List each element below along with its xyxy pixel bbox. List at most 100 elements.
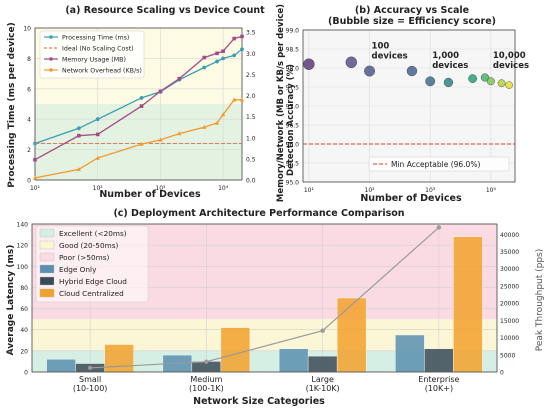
panel-a-legend-marker	[49, 57, 53, 61]
panel-c-throughput-point	[87, 365, 93, 371]
panel-a-ytick-left: 6	[27, 86, 31, 93]
panel-c-legend	[35, 225, 149, 303]
panel-c-ytick-right: 10000	[500, 335, 519, 342]
panel-c-xtick: (1K-10K)	[306, 384, 340, 393]
panel-a-point	[32, 175, 38, 180]
panel-b-annotation: devices	[493, 61, 529, 71]
panel-a-point	[177, 131, 182, 136]
panel-a-ylabel-right: Memory/Network (MB or KB/s per device)	[276, 4, 286, 202]
panel-c-ytick-left: 120	[17, 243, 29, 250]
panel-c-ytick-right: 20000	[500, 301, 519, 308]
panel-c-throughput-point	[320, 328, 325, 333]
panel-b-ytick: 97.5	[286, 85, 300, 92]
panel-a-legend-marker	[49, 35, 53, 39]
panel-c-xtick: Enterprise	[418, 375, 459, 384]
panel-c-ytick-right: 5000	[500, 352, 515, 359]
panel-a-legend-label: Memory Usage (MB)	[62, 56, 126, 63]
panel-b-xtick: 10³	[425, 187, 436, 194]
panel-a-point	[220, 112, 226, 117]
panel-b-legend	[368, 156, 510, 172]
panel-a-point	[139, 104, 144, 108]
panel-a-ytick-left: 4	[27, 117, 31, 124]
panel-a-xtick: 10²	[93, 185, 104, 192]
panel-a-legend	[39, 30, 145, 79]
panel-a-point	[202, 124, 207, 129]
panel-c-legend-label: Cloud Centralized	[59, 289, 124, 298]
panel-c-ytick-left: 140	[17, 222, 29, 229]
panel-b-annotation: 1,000	[432, 51, 459, 61]
panel-a-point	[232, 36, 236, 41]
panel-a-plot: 0 2 4 6 8 10 0.0 0.5 1.0 1.5 2.0 2.5 3.0 3.5 10¹ 10² 10³…	[23, 26, 255, 193]
panel-b-bubble	[480, 73, 490, 82]
panel-b-ytick: 96.0	[286, 142, 300, 149]
panel-a-point	[202, 55, 207, 60]
panel-a-point	[139, 96, 144, 100]
panel-c-legend-label: Poor (>50ms)	[59, 253, 110, 262]
panel-b-ytick: 98.0	[286, 66, 300, 73]
panel-b-bubble	[425, 76, 436, 87]
panel-c-legend-swatch	[39, 252, 55, 262]
panel-b-bubble	[505, 81, 513, 89]
panel-c-bar	[104, 344, 134, 373]
panel-c-ytick-right: 35000	[500, 249, 519, 256]
panel-a-xtick: 10⁴	[218, 185, 229, 192]
panel-c-plot: 0 20 40 60 80 100 120 140 0 5000 10000 15000 20000 25…	[17, 222, 520, 394]
panel-a-point	[240, 47, 244, 52]
panel-b-annotation: devices	[372, 51, 408, 61]
panel-c-band-0	[32, 350, 497, 372]
panel-b-bubble	[468, 74, 477, 83]
panel-b-ylabel: Detection Accuracy (%)	[286, 64, 296, 176]
panel-c-legend-swatch	[39, 240, 55, 250]
panel-a-ytick-right: 0.5	[246, 156, 256, 163]
panel-a-ytick-left: 2	[27, 147, 31, 154]
panel-a-ytick-left: 0	[27, 178, 31, 185]
panel-b-ytick: 96.5	[286, 123, 300, 130]
panel-b-annotation: 10,000	[493, 51, 526, 61]
panel-a-point	[158, 137, 163, 142]
panel-c-throughput-line	[90, 226, 440, 369]
panel-c-frame	[31, 223, 498, 373]
panel-c-throughput-point	[204, 359, 209, 364]
panel-c-ytick-left: 60	[20, 306, 28, 313]
panel-b-plot: 95.0 95.5 96.0 96.5 97.0 97.5 98.0 98.5 99.0 10¹ 1…	[286, 28, 529, 195]
panel-c-bar	[307, 355, 338, 373]
panel-a-ytick-right: 3.0	[246, 51, 256, 58]
panel-a: (a) Resource Scaling vs Device Count 0 2 4…	[7, 4, 286, 202]
panel-a-point	[76, 167, 82, 172]
panel-a-point	[95, 132, 100, 137]
panel-a-ylabel-left: Processing Time (ms per device)	[7, 22, 17, 187]
panel-b-legend-label: Min Acceptable (96.0%)	[391, 160, 480, 169]
panel-a-point	[240, 34, 244, 39]
panel-a-point	[95, 155, 100, 160]
panel-a-point	[214, 120, 220, 125]
panel-a-point	[239, 97, 245, 102]
panel-a-point	[95, 117, 100, 122]
panel-c-xtick: (10-100)	[73, 384, 108, 393]
panel-c-legend-swatch	[39, 228, 55, 238]
panel-c-bar	[46, 359, 76, 373]
panel-c-ytick-left: 40	[20, 327, 28, 334]
panel-a-xtick: 10¹	[30, 185, 41, 192]
panel-a-ytick-right: 1.0	[246, 135, 256, 142]
panel-b-ytick: 95.0	[286, 180, 300, 187]
panel-a-point	[221, 49, 225, 54]
panel-c-ytick-left: 80	[20, 285, 28, 292]
panel-c-ytick-right: 15000	[500, 318, 519, 325]
panel-a-band-0	[35, 104, 242, 180]
panel-c-ytick-right: 0	[500, 370, 504, 377]
panel-a-point	[33, 157, 37, 162]
panel-c-ylabel-left: Average Latency (ms)	[6, 245, 16, 356]
panel-c-title: (c) Deployment Architecture Performance …	[113, 208, 404, 219]
panel-a-legend-label: Ideal (No Scaling Cost)	[62, 45, 134, 52]
panel-a-point	[76, 126, 81, 131]
panel-c-throughput-point	[436, 225, 442, 230]
panel-c-xtick: Small	[79, 375, 101, 384]
panel-a-ytick-right: 0.0	[246, 178, 256, 185]
panel-b-ytick: 97.0	[286, 104, 300, 111]
panel-b: (b) Accuracy vs Scale (Bubble size = Eff…	[286, 5, 529, 204]
panel-a-title: (a) Resource Scaling vs Device Count	[65, 5, 265, 16]
panel-b-xtick: 10⁴	[486, 187, 497, 194]
panel-b-xtick: 10¹	[304, 187, 315, 194]
panel-a-legend-label: Network Overhead (KB/s)	[62, 67, 142, 74]
